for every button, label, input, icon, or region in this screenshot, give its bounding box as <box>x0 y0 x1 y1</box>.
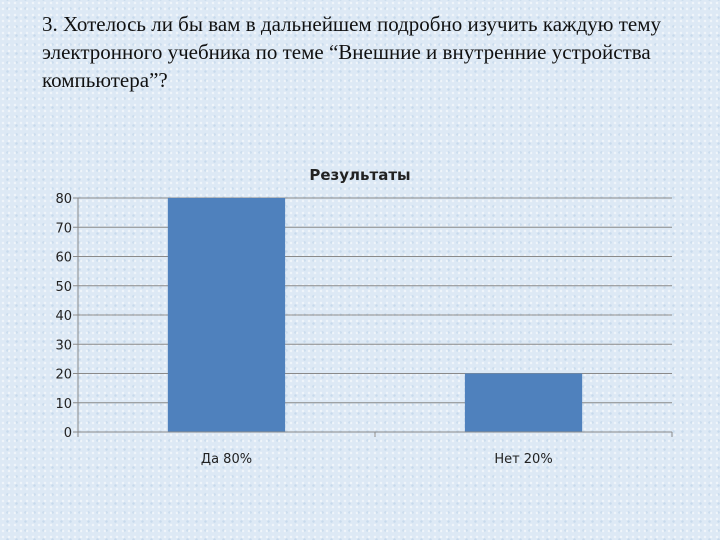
x-category-label: Нет 20% <box>494 452 552 467</box>
y-tick-label: 60 <box>55 251 72 266</box>
slide-question: 3. Хотелось ли бы вам в дальнейшем подро… <box>42 12 661 92</box>
chart-axes <box>77 198 673 437</box>
x-axis-labels: Да 80% Нет 20% <box>201 452 553 467</box>
y-tick-label: 40 <box>55 309 72 324</box>
y-axis-ticks: 0 10 20 30 40 50 60 70 80 <box>55 192 78 441</box>
chart-title: Результаты <box>309 166 410 184</box>
y-tick-label: 0 <box>64 426 72 441</box>
chart-gridlines <box>78 197 672 404</box>
bar <box>167 198 286 432</box>
y-tick-label: 10 <box>55 397 72 412</box>
y-tick-label: 50 <box>55 280 72 295</box>
x-category-label: Да 80% <box>201 452 252 467</box>
y-tick-label: 70 <box>55 221 72 236</box>
y-tick-label: 80 <box>55 192 72 207</box>
bar <box>464 373 583 432</box>
y-tick-label: 30 <box>55 338 72 353</box>
y-tick-label: 20 <box>55 368 72 383</box>
chart-bars <box>167 198 583 432</box>
